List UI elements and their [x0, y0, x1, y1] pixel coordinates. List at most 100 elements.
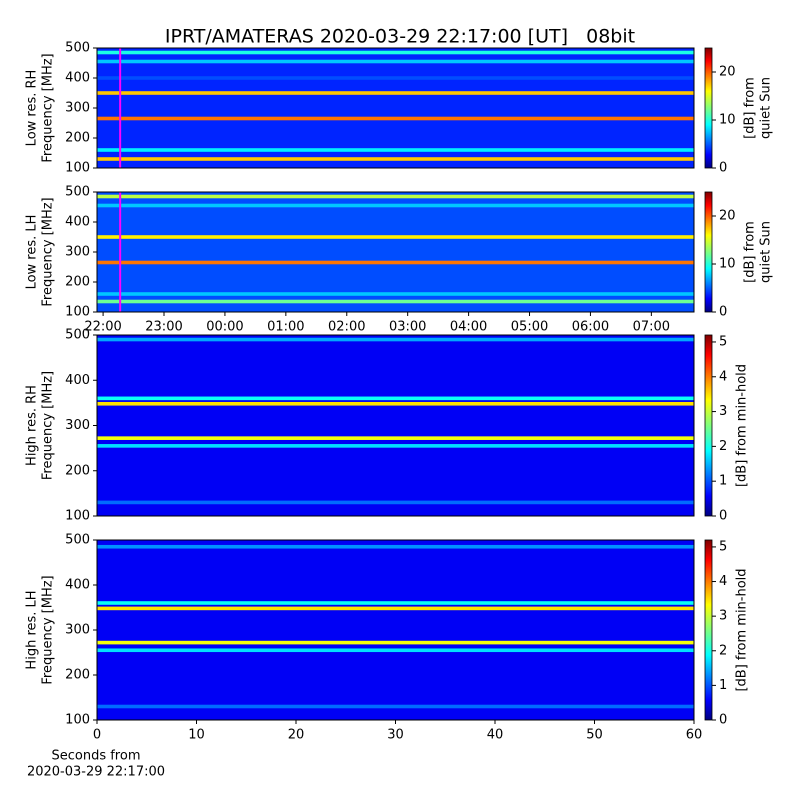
frequency-band [97, 116, 694, 121]
y-axis-label: Frequency [MHz] [41, 371, 56, 480]
colorbar-label: [dB] from [743, 221, 758, 283]
colorbar-tick-label: 1 [719, 474, 727, 489]
colorbar-tick-label: 20 [719, 65, 736, 80]
y-tick-label: 100 [65, 305, 90, 320]
colorbar [704, 47, 713, 169]
colorbar-tick-label: 0 [719, 509, 727, 524]
x-axis-label: Seconds from [51, 749, 140, 764]
y-axis-label: High res. LH [25, 590, 40, 669]
colorbar-label: [dB] from min-hold [735, 568, 750, 691]
frequency-band [97, 500, 694, 505]
x-tick-label: 23:00 [145, 320, 182, 335]
spectrogram-background [97, 192, 694, 312]
colorbar-tick-label: 10 [719, 113, 736, 128]
y-axis-label: Frequency [MHz] [41, 575, 56, 684]
x-tick-label: 05:00 [511, 320, 548, 335]
frequency-band [97, 337, 694, 342]
chart-title: IPRT/AMATERAS 2020-03-29 22:17:00 [UT] 0… [165, 26, 635, 48]
x-tick-label: 50 [586, 728, 603, 743]
frequency-band [97, 544, 694, 549]
frequency-band [97, 648, 694, 653]
colorbar-tick-label: 2 [719, 439, 727, 454]
frequency-band [97, 299, 694, 304]
y-tick-label: 300 [65, 101, 90, 116]
colorbar-tick-label: 3 [719, 609, 727, 624]
frequency-band [97, 76, 694, 80]
x-tick-label: 02:00 [328, 320, 365, 335]
frequency-band [97, 59, 694, 64]
frequency-band [97, 436, 694, 440]
x-tick-label: 20 [288, 728, 305, 743]
x-tick-label: 60 [686, 728, 703, 743]
frequency-band [97, 606, 694, 611]
colorbar-label: [dB] from min-hold [735, 364, 750, 487]
colorbar-tick-label: 4 [719, 574, 727, 589]
frequency-band [97, 50, 694, 55]
colorbar-tick-label: 1 [719, 678, 727, 693]
spectrogram-background [97, 540, 694, 720]
frequency-band [97, 203, 694, 208]
colorbar-tick-label: 10 [719, 257, 736, 272]
y-tick-label: 200 [65, 131, 90, 146]
colorbar-tick-label: 0 [719, 713, 727, 728]
frequency-band [97, 292, 694, 296]
y-axis-label: Low res. LH [25, 215, 40, 290]
frequency-band [97, 194, 694, 199]
frequency-band [97, 235, 694, 239]
y-tick-label: 300 [65, 245, 90, 260]
x-tick-label: 00:00 [206, 320, 243, 335]
frequency-band [97, 640, 694, 645]
y-tick-label: 400 [65, 71, 90, 86]
y-tick-label: 200 [65, 668, 90, 683]
colorbar-label: [dB] from [743, 77, 758, 139]
x-tick-label: 04:00 [450, 320, 487, 335]
colorbar-tick-label: 5 [719, 539, 727, 554]
frequency-band [97, 148, 694, 152]
y-tick-label: 500 [65, 533, 90, 548]
y-tick-label: 500 [65, 328, 90, 343]
colorbar-tick-label: 0 [719, 305, 727, 320]
spectrogram-background [97, 48, 694, 168]
y-tick-label: 300 [65, 418, 90, 433]
colorbar-tick-label: 2 [719, 643, 727, 658]
x-tick-label: 07:00 [633, 320, 670, 335]
colorbar [704, 539, 713, 721]
x-tick-label: 22:00 [84, 320, 121, 335]
y-tick-label: 100 [65, 713, 90, 728]
frequency-band [97, 444, 694, 448]
frequency-band [97, 601, 694, 605]
y-tick-label: 400 [65, 373, 90, 388]
y-tick-label: 300 [65, 623, 90, 638]
x-tick-label: 30 [387, 728, 404, 743]
y-axis-label: Frequency [MHz] [41, 53, 56, 162]
colorbar-label: quiet Sun [759, 77, 774, 139]
x-axis-label: 2020-03-29 22:17:00 [27, 765, 165, 780]
colorbar-tick-label: 4 [719, 369, 727, 384]
y-axis-label: Frequency [MHz] [41, 197, 56, 306]
spectrogram-background [97, 335, 694, 516]
y-tick-label: 500 [65, 185, 90, 200]
colorbar [704, 334, 713, 517]
y-tick-label: 100 [65, 509, 90, 524]
x-tick-label: 40 [487, 728, 504, 743]
frequency-band [97, 157, 694, 161]
frequency-band [97, 260, 694, 265]
y-tick-label: 200 [65, 275, 90, 290]
colorbar-tick-label: 0 [719, 161, 727, 176]
colorbar-tick-label: 5 [719, 334, 727, 349]
y-tick-label: 400 [65, 215, 90, 230]
y-tick-label: 200 [65, 463, 90, 478]
x-tick-label: 10 [188, 728, 205, 743]
y-tick-label: 100 [65, 161, 90, 176]
frequency-band [97, 401, 694, 406]
frequency-band [97, 91, 694, 95]
x-tick-label: 03:00 [389, 320, 426, 335]
x-tick-label: 0 [93, 728, 101, 743]
frequency-band [97, 704, 694, 709]
colorbar-label: quiet Sun [759, 221, 774, 283]
colorbar-tick-label: 3 [719, 404, 727, 419]
y-tick-label: 500 [65, 41, 90, 56]
frequency-band [97, 396, 694, 401]
x-tick-label: 06:00 [572, 320, 609, 335]
